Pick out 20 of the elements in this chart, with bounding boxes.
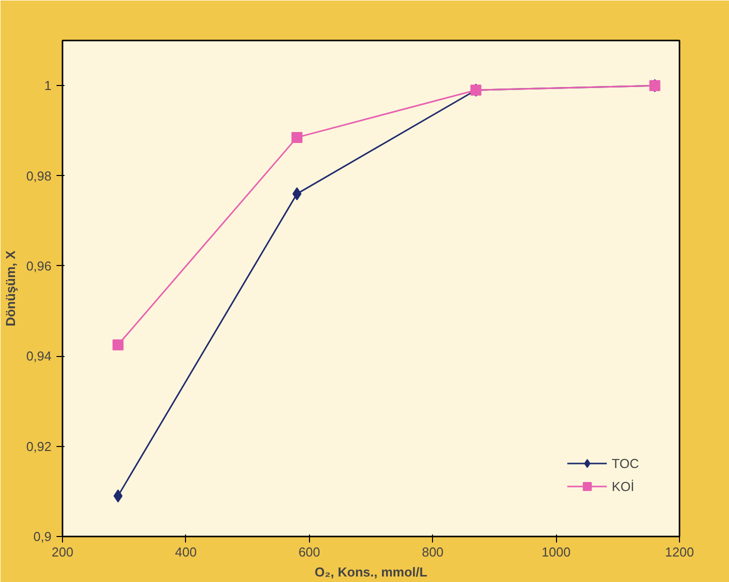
y-tick-label: 0,94 [26,348,52,364]
x-tick-label: 600 [298,544,320,560]
y-tick-label: 0,96 [26,258,52,274]
x-tick-label: 1200 [665,544,694,560]
x-tick-label: 1000 [542,544,571,560]
legend-label: KOİ [612,478,634,494]
x-tick-label: 800 [422,544,444,560]
x-tick-label: 400 [175,544,197,560]
point [114,489,123,502]
y-tick-label: 0,9 [33,529,52,544]
point [112,339,124,350]
y-tick-label: 0,92 [26,438,52,454]
x-axis-title: O₂, Kons., mmol/L [314,564,428,580]
y-tick-label: 1 [44,78,52,94]
x-tick-label: 200 [52,544,74,560]
point [292,187,302,200]
point [291,132,302,143]
legend-label: TOC [612,456,639,470]
y-tick-label: 0,98 [26,168,52,184]
y-axis-title: Dönüşüm, X [3,250,18,326]
